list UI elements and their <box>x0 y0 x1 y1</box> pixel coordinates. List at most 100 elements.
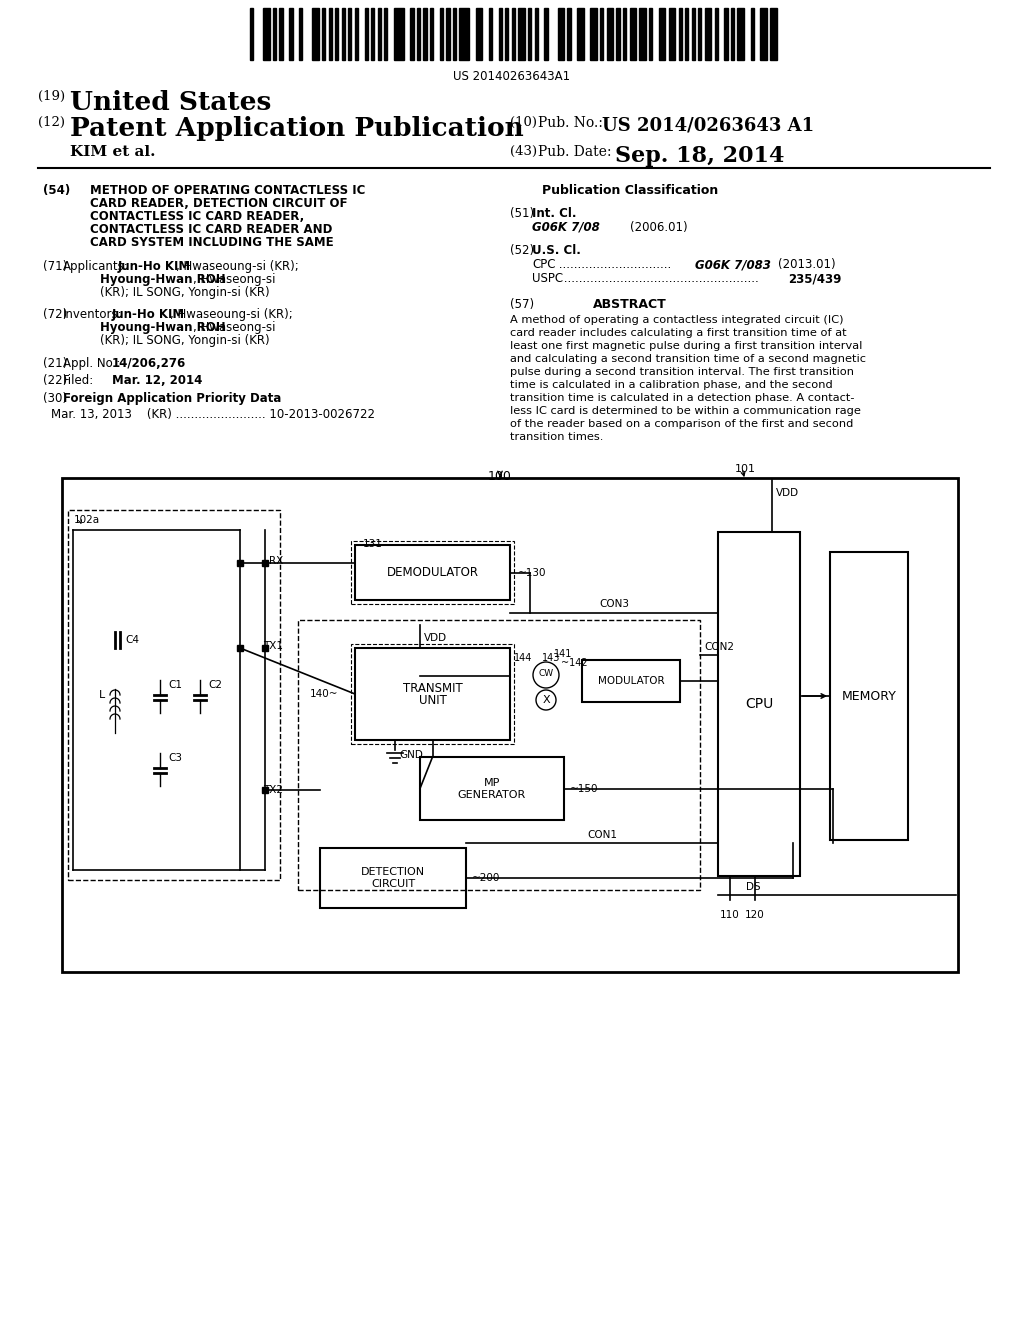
Text: (51): (51) <box>510 207 535 220</box>
Text: C4: C4 <box>125 635 139 645</box>
Text: less IC card is determined to be within a communication rage: less IC card is determined to be within … <box>510 407 861 416</box>
Text: C1: C1 <box>168 680 182 690</box>
Text: Int. Cl.: Int. Cl. <box>532 207 577 220</box>
Bar <box>718 532 800 876</box>
Bar <box>430 8 433 59</box>
Text: (72): (72) <box>43 308 68 321</box>
Text: 235/439: 235/439 <box>788 272 842 285</box>
Bar <box>685 8 688 59</box>
Bar <box>384 8 387 59</box>
Bar <box>630 8 636 59</box>
Bar <box>476 8 482 59</box>
Text: ~142: ~142 <box>561 657 588 668</box>
Bar <box>365 8 368 59</box>
Bar <box>715 8 718 59</box>
Bar <box>371 8 375 59</box>
Text: (43): (43) <box>510 145 538 158</box>
Bar <box>299 8 302 59</box>
Text: MEMORY: MEMORY <box>842 689 896 702</box>
Text: , Hwaseoung-si (KR);: , Hwaseoung-si (KR); <box>176 260 299 273</box>
Bar <box>342 8 345 59</box>
Bar <box>616 8 620 59</box>
Text: VDD: VDD <box>424 634 447 643</box>
Bar <box>417 8 420 59</box>
Text: 143: 143 <box>542 653 560 663</box>
Text: transition times.: transition times. <box>510 432 603 442</box>
Text: (KR); IL SONG, Yongin-si (KR): (KR); IL SONG, Yongin-si (KR) <box>100 286 269 300</box>
Text: 102a: 102a <box>74 515 100 525</box>
Text: 101: 101 <box>735 465 756 474</box>
Text: C3: C3 <box>168 752 182 763</box>
Bar <box>348 8 351 59</box>
Text: Mar. 12, 2014: Mar. 12, 2014 <box>112 374 203 387</box>
Bar <box>335 8 338 59</box>
Text: (54): (54) <box>43 183 71 197</box>
Bar <box>354 8 358 59</box>
Text: CONTACTLESS IC CARD READER,: CONTACTLESS IC CARD READER, <box>90 210 304 223</box>
Bar <box>669 8 675 59</box>
Bar <box>446 8 450 59</box>
Text: United States: United States <box>70 90 271 115</box>
Text: transition time is calculated in a detection phase. A contact-: transition time is calculated in a detec… <box>510 393 854 403</box>
Bar <box>355 545 510 601</box>
Bar <box>567 8 570 59</box>
Text: Applicants:: Applicants: <box>63 260 129 273</box>
Bar <box>770 8 777 59</box>
Text: Foreign Application Priority Data: Foreign Application Priority Data <box>63 392 282 405</box>
Text: (12): (12) <box>38 116 65 129</box>
Text: (71): (71) <box>43 260 68 273</box>
Text: (2006.01): (2006.01) <box>630 220 688 234</box>
Bar <box>488 8 493 59</box>
Bar <box>582 660 680 702</box>
Text: GENERATOR: GENERATOR <box>458 789 526 800</box>
Text: time is calculated in a calibration phase, and the second: time is calculated in a calibration phas… <box>510 380 833 389</box>
Bar <box>737 8 744 59</box>
Text: ~130: ~130 <box>518 568 547 578</box>
Bar <box>705 8 712 59</box>
Bar <box>351 541 514 605</box>
Bar <box>518 8 525 59</box>
Text: A method of operating a contactless integrated circuit (IC): A method of operating a contactless inte… <box>510 315 844 325</box>
Text: CARD SYSTEM INCLUDING THE SAME: CARD SYSTEM INCLUDING THE SAME <box>90 236 334 249</box>
Bar <box>639 8 646 59</box>
Text: ~200: ~200 <box>472 873 501 883</box>
Text: METHOD OF OPERATING CONTACTLESS IC: METHOD OF OPERATING CONTACTLESS IC <box>90 183 366 197</box>
Bar <box>679 8 682 59</box>
Text: 110: 110 <box>720 909 740 920</box>
Bar <box>528 8 531 59</box>
Bar <box>535 8 538 59</box>
Bar <box>355 648 510 741</box>
Text: X: X <box>542 696 550 705</box>
Text: 141: 141 <box>554 649 572 659</box>
Bar <box>62 478 958 972</box>
Text: TRANSMIT: TRANSMIT <box>402 681 463 694</box>
Bar <box>731 8 734 59</box>
Bar <box>319 847 466 908</box>
Text: CONTACTLESS IC CARD READER AND: CONTACTLESS IC CARD READER AND <box>90 223 333 236</box>
Text: USPC: USPC <box>532 272 563 285</box>
Bar <box>691 8 695 59</box>
Bar <box>312 8 318 59</box>
Text: CPU: CPU <box>744 697 773 711</box>
Bar <box>394 8 403 59</box>
Text: Pub. No.:: Pub. No.: <box>538 116 603 129</box>
Text: Hyoung-Hwan ROH: Hyoung-Hwan ROH <box>100 273 225 286</box>
Text: Hyoung-Hwan ROH: Hyoung-Hwan ROH <box>100 321 225 334</box>
Text: GND: GND <box>399 750 423 760</box>
Bar <box>322 8 326 59</box>
Text: (22): (22) <box>43 374 68 387</box>
Text: US 20140263643A1: US 20140263643A1 <box>454 70 570 83</box>
Bar <box>280 8 283 59</box>
Text: Filed:: Filed: <box>63 374 94 387</box>
Text: ABSTRACT: ABSTRACT <box>593 298 667 312</box>
Text: (10): (10) <box>510 116 537 129</box>
Bar <box>263 8 269 59</box>
Text: G06K 7/083: G06K 7/083 <box>695 257 771 271</box>
Text: KIM et al.: KIM et al. <box>70 145 156 158</box>
Text: pulse during a second transition interval. The first transition: pulse during a second transition interva… <box>510 367 854 378</box>
Text: Jun-Ho KIM: Jun-Ho KIM <box>112 308 185 321</box>
Text: ..............................: .............................. <box>555 257 672 271</box>
Text: Appl. No.:: Appl. No.: <box>63 356 120 370</box>
Text: ~150: ~150 <box>570 784 598 793</box>
Bar <box>298 620 700 890</box>
